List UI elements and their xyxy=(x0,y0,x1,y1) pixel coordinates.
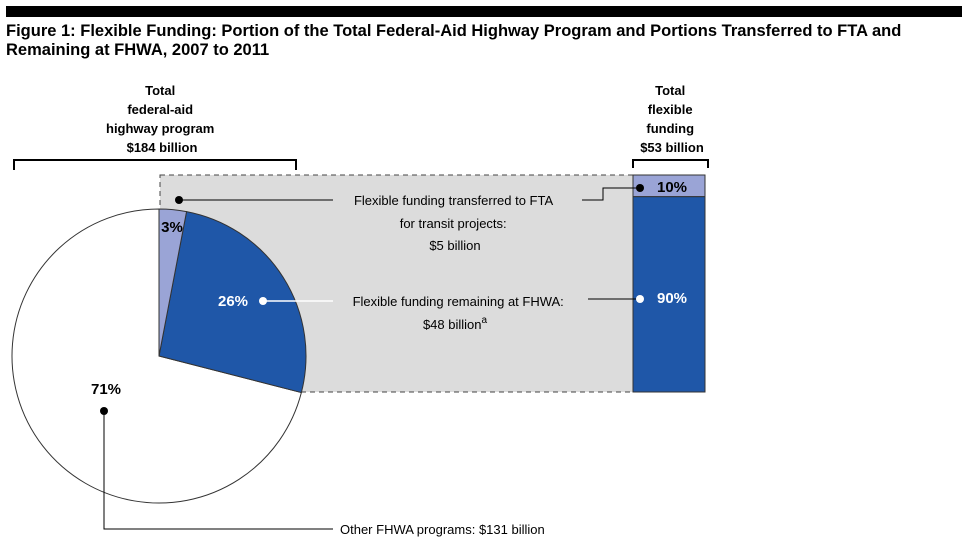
pie-header-line-4: $184 billion xyxy=(127,140,198,155)
annotation-remaining: Flexible funding remaining at FHWA: $48 … xyxy=(353,294,568,332)
pie-slice-other xyxy=(11,208,302,504)
annotation-transferred-line-3: $5 billion xyxy=(429,238,480,253)
pie-header-line-2: federal-aid xyxy=(127,102,193,117)
dot-remaining xyxy=(259,297,267,305)
pie-header-line-1: Total xyxy=(145,83,175,98)
annotation-remaining-superscript: a xyxy=(481,315,487,326)
annotation-transferred-line-2: for transit projects: xyxy=(400,216,507,231)
bar-header: Total flexible funding $53 billion xyxy=(640,83,704,155)
bar-header-line-1: Total xyxy=(655,83,685,98)
annotation-other: Other FHWA programs: $131 billion xyxy=(340,522,545,537)
bar-label-remaining: 90% xyxy=(657,290,687,307)
pie-slice-remaining xyxy=(158,211,307,394)
bar-bracket xyxy=(632,159,709,168)
dot-bar-remaining xyxy=(636,295,644,303)
pie-header-line-3: highway program xyxy=(106,121,214,136)
title-rule xyxy=(6,6,962,17)
bar-label-transferred: 10% xyxy=(657,179,687,196)
pie-label-remaining: 26% xyxy=(218,293,248,310)
leader-line-transferred-bar xyxy=(582,187,639,201)
annotation-remaining-line-2: $48 billion xyxy=(423,317,482,332)
figure-title: Figure 1: Flexible Funding: Portion of t… xyxy=(6,22,902,59)
bar-segment-remaining xyxy=(632,196,706,393)
annotation-transferred: Flexible funding transferred to FTA for … xyxy=(354,193,556,253)
stacked-bar xyxy=(632,174,706,393)
pie-slice-transferred xyxy=(158,208,188,357)
dot-other xyxy=(100,407,108,415)
dot-bar-transferred xyxy=(636,184,644,192)
bar-header-line-4: $53 billion xyxy=(640,140,704,155)
pie-bracket xyxy=(13,159,297,170)
dot-transferred xyxy=(175,196,183,204)
leader-line-other xyxy=(103,411,333,530)
pie-label-other: 71% xyxy=(91,381,121,398)
pie-label-transferred: 3% xyxy=(161,219,183,236)
annotation-remaining-line-1: Flexible funding remaining at FHWA: xyxy=(353,294,564,309)
bar-header-line-3: funding xyxy=(646,121,694,136)
annotation-transferred-line-1: Flexible funding transferred to FTA xyxy=(354,193,554,208)
bar-header-line-2: flexible xyxy=(648,102,693,117)
pie-chart xyxy=(11,208,307,504)
pie-header: Total federal-aid highway program $184 b… xyxy=(106,83,218,155)
